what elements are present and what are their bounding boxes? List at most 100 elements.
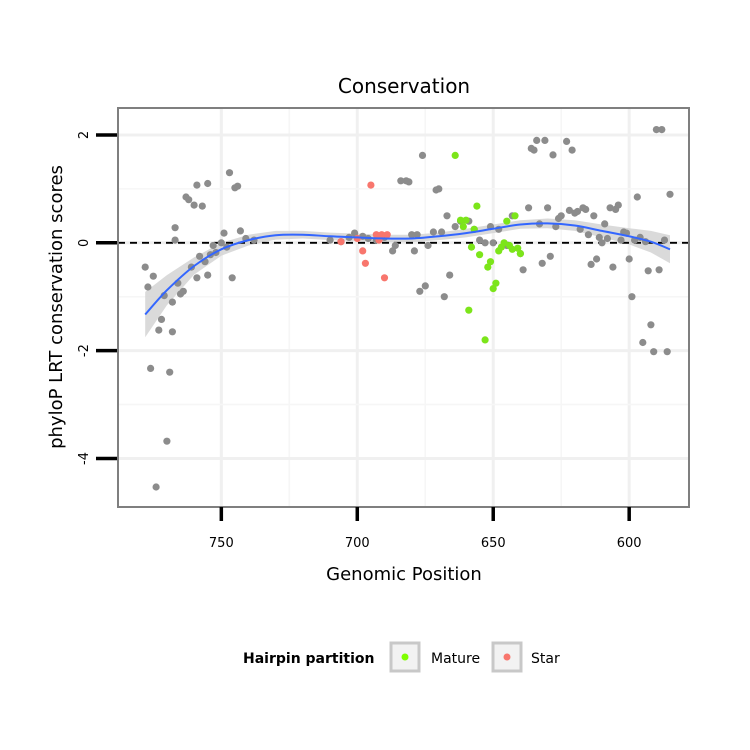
data-point-other (234, 182, 242, 190)
data-point-other (179, 287, 187, 295)
data-point-other (168, 298, 176, 306)
data-point-star (361, 259, 369, 267)
data-point-other (166, 368, 174, 376)
data-point-other (435, 185, 443, 193)
data-point-mature (462, 216, 470, 224)
data-point-mature (467, 243, 476, 251)
data-point-other (625, 255, 633, 263)
data-point-other (568, 146, 576, 154)
data-point-star (359, 247, 367, 255)
data-point-other (204, 179, 212, 188)
data-point-other (209, 241, 217, 250)
data-point-other (639, 338, 647, 347)
y-tick-label: 0 (77, 239, 92, 247)
data-point-other (429, 228, 437, 236)
data-point-mature (511, 212, 519, 220)
data-point-mature (500, 239, 508, 247)
data-point-other (628, 293, 636, 301)
data-point-other (525, 204, 533, 212)
data-point-mature (457, 216, 465, 224)
data-point-other (193, 181, 201, 189)
panel-background (118, 108, 689, 507)
data-point-other (446, 271, 454, 279)
y-tick-label: -2 (77, 344, 92, 357)
data-point-other (155, 326, 163, 334)
data-point-other (603, 234, 612, 243)
data-point-star (383, 231, 391, 239)
data-point-other (144, 283, 152, 291)
data-point-other (149, 272, 157, 280)
data-point-other (476, 236, 484, 244)
data-point-other (168, 328, 176, 336)
data-point-other (421, 282, 429, 290)
data-point-other (549, 151, 557, 159)
legend-title: Hairpin partition (243, 651, 374, 667)
data-point-other (489, 239, 497, 247)
legend-marker-mature (401, 653, 409, 661)
data-point-other (220, 229, 228, 237)
data-point-star (337, 238, 345, 246)
data-point-star (367, 181, 375, 189)
data-point-mature (514, 244, 522, 252)
smooth-line (144, 222, 671, 316)
data-point-other (582, 205, 590, 213)
data-point-star (380, 274, 389, 282)
plot-panel (118, 108, 689, 507)
data-point-other (595, 233, 603, 241)
data-point-other (157, 315, 166, 323)
data-point-mature (508, 245, 516, 253)
data-point-other (541, 136, 549, 144)
x-tick-label: 650 (481, 536, 506, 551)
data-point-mature (481, 336, 489, 344)
y-axis-label: phyloP LRT conservation scores (46, 165, 67, 449)
data-point-mature (503, 217, 511, 225)
data-point-mature (484, 263, 492, 271)
data-point-other (163, 437, 171, 445)
x-tick-label: 700 (345, 536, 370, 551)
data-point-other (519, 266, 527, 274)
data-point-other (609, 263, 617, 271)
data-point-other (391, 241, 399, 250)
data-point-other (538, 259, 546, 267)
data-point-mature (486, 258, 495, 266)
data-point-other (410, 247, 418, 255)
data-point-other (196, 252, 204, 260)
data-point-other (424, 241, 432, 250)
data-point-other (544, 204, 552, 212)
data-point-other (171, 224, 179, 232)
legend-item-star: Star (491, 641, 560, 673)
data-point-other (644, 267, 652, 275)
data-point-mature (489, 285, 497, 293)
data-point-other (190, 201, 198, 209)
data-point-other (652, 126, 661, 134)
data-point-other (451, 223, 459, 231)
data-point-other (418, 151, 427, 159)
legend: Hairpin partition Mature Star (243, 641, 560, 673)
data-point-other (650, 348, 658, 356)
legend-key-mature (389, 641, 421, 673)
data-point-other (660, 236, 669, 244)
data-point-other (152, 483, 160, 491)
data-point-other (601, 220, 609, 228)
data-point-other (663, 348, 671, 356)
data-point-other (617, 236, 625, 244)
data-point-other (546, 252, 554, 260)
data-point-other (666, 190, 674, 198)
data-point-mature (451, 151, 459, 159)
data-point-other (533, 136, 541, 144)
y-tick-label: 2 (77, 131, 92, 139)
data-point-other (606, 204, 614, 212)
y-tick-label: -4 (77, 452, 92, 465)
chart-title: Conservation (338, 74, 470, 98)
grid (118, 108, 689, 507)
data-point-other (481, 239, 489, 247)
data-point-other (584, 231, 593, 239)
legend-item-mature: Mature (389, 641, 480, 673)
axes: 750 700 650 600 2 0 -2 -4 (77, 107, 690, 551)
panel-border (117, 107, 690, 508)
data-point-star (372, 231, 380, 239)
data-point-other (413, 231, 421, 239)
data-point-mature (492, 279, 500, 287)
x-tick-label: 600 (617, 536, 642, 551)
